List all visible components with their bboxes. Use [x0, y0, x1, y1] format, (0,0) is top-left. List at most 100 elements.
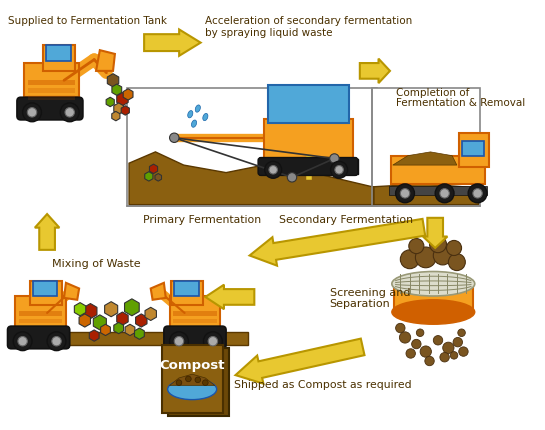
Polygon shape — [121, 106, 129, 115]
Circle shape — [435, 184, 454, 203]
Bar — [25, 63, 79, 97]
Circle shape — [433, 246, 452, 265]
Polygon shape — [106, 97, 114, 107]
Polygon shape — [35, 214, 59, 250]
Circle shape — [22, 103, 41, 122]
Circle shape — [468, 184, 487, 203]
Polygon shape — [135, 328, 144, 339]
Circle shape — [409, 239, 424, 254]
Ellipse shape — [191, 120, 197, 127]
Circle shape — [440, 189, 449, 198]
Text: Completion of: Completion of — [396, 88, 469, 98]
Circle shape — [429, 236, 446, 253]
Polygon shape — [64, 283, 79, 300]
Polygon shape — [117, 92, 128, 106]
Circle shape — [459, 347, 468, 356]
Bar — [28, 88, 75, 92]
Circle shape — [185, 376, 191, 382]
Text: Shipped as Compost as required: Shipped as Compost as required — [234, 380, 411, 390]
Polygon shape — [129, 152, 374, 205]
Circle shape — [27, 108, 37, 117]
Circle shape — [396, 184, 414, 203]
Circle shape — [453, 338, 463, 347]
Circle shape — [473, 189, 482, 198]
Circle shape — [446, 240, 462, 255]
Circle shape — [425, 356, 434, 366]
Polygon shape — [144, 29, 201, 56]
Circle shape — [265, 161, 282, 178]
Polygon shape — [145, 172, 153, 181]
Bar — [264, 119, 353, 159]
Bar — [173, 311, 217, 316]
Bar — [459, 133, 489, 167]
Circle shape — [47, 332, 66, 350]
Polygon shape — [117, 312, 128, 325]
Polygon shape — [124, 299, 139, 316]
Polygon shape — [112, 111, 120, 121]
FancyBboxPatch shape — [8, 326, 70, 349]
Ellipse shape — [168, 379, 217, 399]
Bar — [462, 141, 484, 156]
Circle shape — [203, 380, 208, 385]
Circle shape — [415, 247, 436, 268]
Circle shape — [195, 377, 201, 383]
Polygon shape — [155, 174, 161, 181]
Circle shape — [433, 335, 443, 345]
Polygon shape — [169, 374, 215, 385]
Polygon shape — [93, 315, 106, 330]
Circle shape — [396, 323, 405, 333]
Circle shape — [416, 329, 424, 337]
Circle shape — [458, 329, 465, 337]
Bar — [30, 281, 62, 305]
Polygon shape — [145, 307, 156, 320]
Circle shape — [52, 337, 61, 346]
Polygon shape — [105, 302, 118, 317]
Circle shape — [443, 342, 454, 353]
Bar — [389, 186, 487, 195]
Polygon shape — [393, 152, 457, 165]
Bar — [8, 332, 248, 345]
Circle shape — [406, 349, 415, 358]
Circle shape — [169, 133, 179, 142]
Bar — [393, 284, 473, 312]
Text: Separation: Separation — [330, 299, 390, 309]
Polygon shape — [151, 283, 166, 300]
Ellipse shape — [392, 271, 475, 296]
Bar — [172, 281, 203, 305]
FancyBboxPatch shape — [258, 157, 358, 175]
Circle shape — [287, 172, 296, 182]
Bar — [19, 311, 62, 316]
Bar — [44, 45, 75, 71]
Polygon shape — [96, 50, 115, 71]
Bar — [169, 296, 220, 328]
Polygon shape — [84, 304, 97, 319]
Polygon shape — [101, 324, 111, 335]
Circle shape — [65, 108, 75, 117]
Circle shape — [169, 332, 189, 350]
Polygon shape — [149, 164, 158, 174]
Polygon shape — [89, 330, 99, 341]
Text: Acceleration of secondary fermentation: Acceleration of secondary fermentation — [205, 16, 413, 26]
Polygon shape — [136, 314, 147, 327]
Polygon shape — [374, 184, 479, 205]
Polygon shape — [205, 285, 255, 309]
Circle shape — [208, 337, 217, 346]
Polygon shape — [114, 103, 124, 114]
Circle shape — [269, 166, 277, 174]
Text: Supplied to Fermentation Tank: Supplied to Fermentation Tank — [8, 16, 167, 26]
Bar — [15, 296, 66, 328]
Bar — [28, 80, 75, 85]
Polygon shape — [423, 218, 447, 248]
Bar — [168, 348, 229, 416]
Ellipse shape — [392, 300, 475, 324]
Circle shape — [440, 353, 449, 362]
Text: Screening and: Screening and — [330, 288, 410, 298]
Bar — [173, 319, 217, 323]
Ellipse shape — [195, 105, 201, 112]
Ellipse shape — [187, 111, 193, 118]
Text: Primary Fermentation: Primary Fermentation — [143, 215, 261, 225]
Bar — [162, 345, 223, 413]
Circle shape — [60, 103, 79, 122]
Text: Mixing of Waste: Mixing of Waste — [52, 259, 141, 269]
Circle shape — [449, 254, 465, 270]
